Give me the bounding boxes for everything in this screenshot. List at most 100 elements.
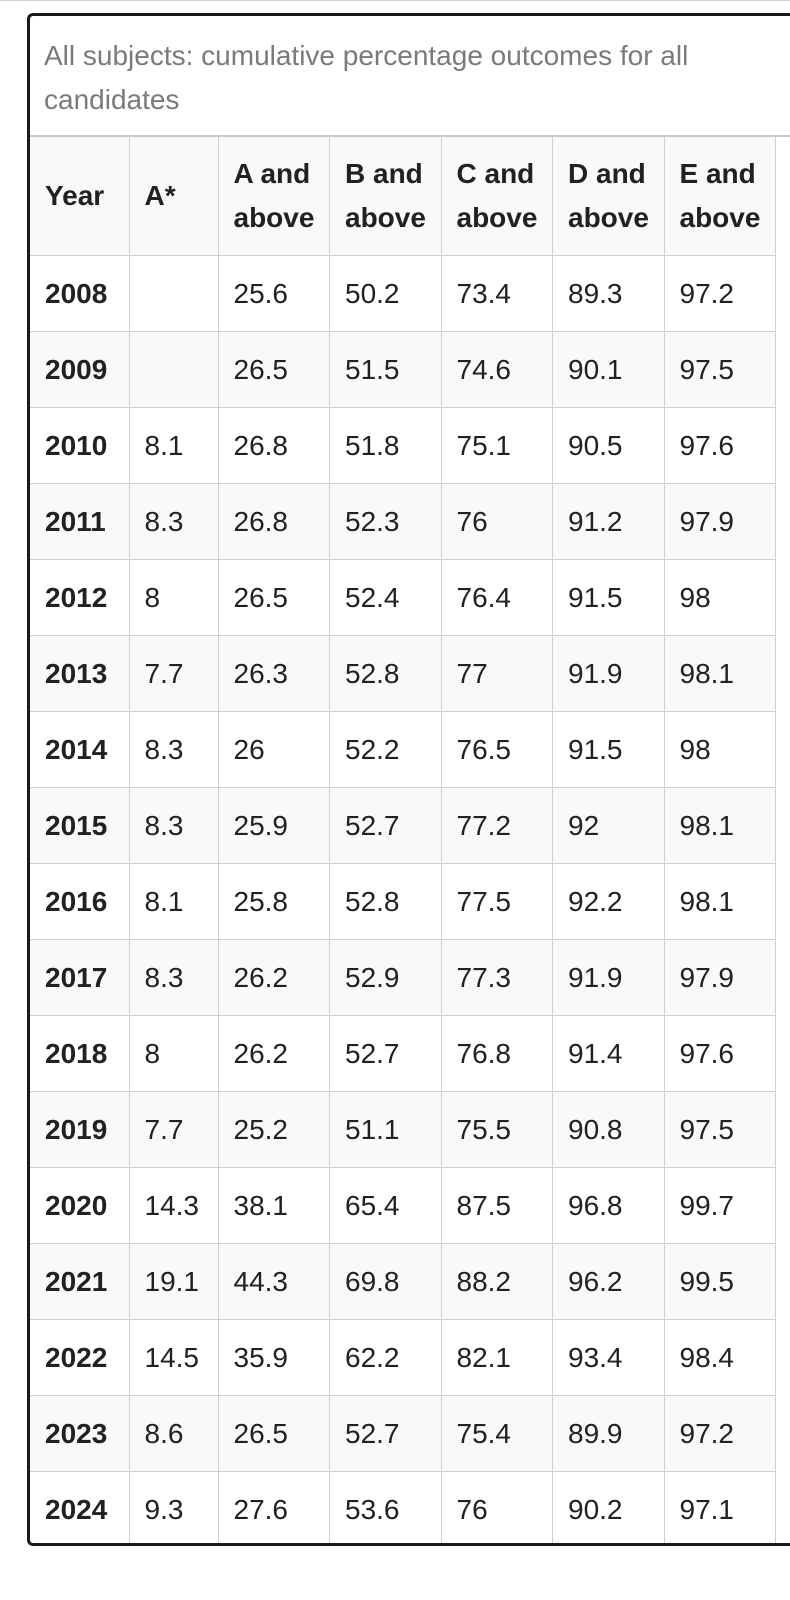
cell-a-and-above: 26.2 (218, 1015, 330, 1092)
cell-year: 2023 (30, 1395, 130, 1472)
cell-d-and-above: 91.9 (552, 939, 665, 1016)
cell-a-and-above: 26.8 (218, 483, 330, 560)
cell-e-and-above: 97.2 (664, 1395, 776, 1472)
table-row: 2013 7.7 26.3 52.8 77 91.9 98.1 (30, 635, 776, 712)
table-row: 2022 14.5 35.9 62.2 82.1 93.4 98.4 (30, 1319, 776, 1396)
cell-e-and-above: 98.1 (664, 863, 776, 940)
cell-year: 2024 (30, 1471, 130, 1543)
table-row: 2017 8.3 26.2 52.9 77.3 91.9 97.9 (30, 939, 776, 1016)
cell-e-and-above: 98 (664, 711, 776, 788)
cell-c-and-above: 75.5 (441, 1091, 553, 1168)
cell-e-and-above: 98.1 (664, 635, 776, 712)
cell-e-and-above: 99.7 (664, 1167, 776, 1244)
cell-a-and-above: 25.9 (218, 787, 330, 864)
table-row: 2021 19.1 44.3 69.8 88.2 96.2 99.5 (30, 1243, 776, 1320)
cell-c-and-above: 82.1 (441, 1319, 553, 1396)
cell-c-and-above: 75.4 (441, 1395, 553, 1472)
cell-c-and-above: 77.2 (441, 787, 553, 864)
cell-year: 2008 (30, 255, 130, 332)
cell-a-and-above: 26.2 (218, 939, 330, 1016)
cell-a-star: 8 (129, 559, 219, 636)
cell-e-and-above: 97.6 (664, 407, 776, 484)
cell-e-and-above: 98.1 (664, 787, 776, 864)
cell-year: 2011 (30, 483, 130, 560)
table-row: 2024 9.3 27.6 53.6 76 90.2 97.1 (30, 1471, 776, 1543)
cell-a-star: 8.3 (129, 787, 219, 864)
cell-e-and-above: 99.5 (664, 1243, 776, 1320)
cell-a-star: 8 (129, 1015, 219, 1092)
cell-a-and-above: 26.5 (218, 331, 330, 408)
cell-year: 2016 (30, 863, 130, 940)
cell-b-and-above: 52.4 (329, 559, 442, 636)
cell-d-and-above: 90.1 (552, 331, 665, 408)
cell-c-and-above: 76.5 (441, 711, 553, 788)
cell-a-star: 8.3 (129, 711, 219, 788)
cell-year: 2014 (30, 711, 130, 788)
cell-c-and-above: 77.3 (441, 939, 553, 1016)
cell-b-and-above: 52.9 (329, 939, 442, 1016)
cell-e-and-above: 97.2 (664, 255, 776, 332)
cell-year: 2022 (30, 1319, 130, 1396)
header-a-and-above: A and above (218, 137, 330, 256)
header-b-and-above: B and above (329, 137, 442, 256)
cell-a-and-above: 44.3 (218, 1243, 330, 1320)
cell-year: 2021 (30, 1243, 130, 1320)
table-row: 2014 8.3 26 52.2 76.5 91.5 98 (30, 711, 776, 788)
header-c-and-above: C and above (441, 137, 553, 256)
cell-a-and-above: 26.8 (218, 407, 330, 484)
cell-d-and-above: 91.2 (552, 483, 665, 560)
cell-b-and-above: 50.2 (329, 255, 442, 332)
cell-a-and-above: 26 (218, 711, 330, 788)
cell-c-and-above: 76.4 (441, 559, 553, 636)
cell-a-and-above: 38.1 (218, 1167, 330, 1244)
cell-d-and-above: 91.5 (552, 711, 665, 788)
cell-a-and-above: 26.5 (218, 1395, 330, 1472)
cell-d-and-above: 89.3 (552, 255, 665, 332)
cell-a-and-above: 27.6 (218, 1471, 330, 1543)
cell-b-and-above: 52.8 (329, 863, 442, 940)
cell-e-and-above: 98 (664, 559, 776, 636)
cell-a-and-above: 25.8 (218, 863, 330, 940)
table-row: 2011 8.3 26.8 52.3 76 91.2 97.9 (30, 483, 776, 560)
cell-c-and-above: 73.4 (441, 255, 553, 332)
cell-a-star: 7.7 (129, 1091, 219, 1168)
cell-b-and-above: 51.5 (329, 331, 442, 408)
cell-a-star: 14.5 (129, 1319, 219, 1396)
cell-c-and-above: 75.1 (441, 407, 553, 484)
cell-c-and-above: 88.2 (441, 1243, 553, 1320)
cell-d-and-above: 92.2 (552, 863, 665, 940)
cell-a-star: 9.3 (129, 1471, 219, 1543)
cell-a-and-above: 25.2 (218, 1091, 330, 1168)
table-caption: All subjects: cumulative percentage outc… (30, 16, 790, 137)
header-a-star: A* (129, 137, 219, 256)
cell-b-and-above: 51.1 (329, 1091, 442, 1168)
cell-year: 2012 (30, 559, 130, 636)
cell-c-and-above: 76.8 (441, 1015, 553, 1092)
cell-d-and-above: 92 (552, 787, 665, 864)
cell-a-star: 8.1 (129, 407, 219, 484)
cell-d-and-above: 93.4 (552, 1319, 665, 1396)
cell-b-and-above: 69.8 (329, 1243, 442, 1320)
cell-a-star: 19.1 (129, 1243, 219, 1320)
top-divider (0, 0, 790, 1)
cell-year: 2019 (30, 1091, 130, 1168)
cell-b-and-above: 51.8 (329, 407, 442, 484)
cell-a-star (129, 255, 219, 332)
table-row: 2009 26.5 51.5 74.6 90.1 97.5 (30, 331, 776, 408)
results-table-container: All subjects: cumulative percentage outc… (27, 13, 790, 1546)
cell-year: 2020 (30, 1167, 130, 1244)
cell-year: 2018 (30, 1015, 130, 1092)
cell-e-and-above: 97.6 (664, 1015, 776, 1092)
cell-b-and-above: 52.7 (329, 787, 442, 864)
cell-year: 2010 (30, 407, 130, 484)
cell-d-and-above: 90.2 (552, 1471, 665, 1543)
table-row: 2015 8.3 25.9 52.7 77.2 92 98.1 (30, 787, 776, 864)
cell-a-star: 8.3 (129, 483, 219, 560)
table-row: 2012 8 26.5 52.4 76.4 91.5 98 (30, 559, 776, 636)
cell-c-and-above: 77 (441, 635, 553, 712)
table-row: 2010 8.1 26.8 51.8 75.1 90.5 97.6 (30, 407, 776, 484)
header-row: Year A* A and above B and above C and ab… (30, 137, 776, 256)
cell-year: 2009 (30, 331, 130, 408)
cell-a-and-above: 25.6 (218, 255, 330, 332)
cell-b-and-above: 52.7 (329, 1395, 442, 1472)
